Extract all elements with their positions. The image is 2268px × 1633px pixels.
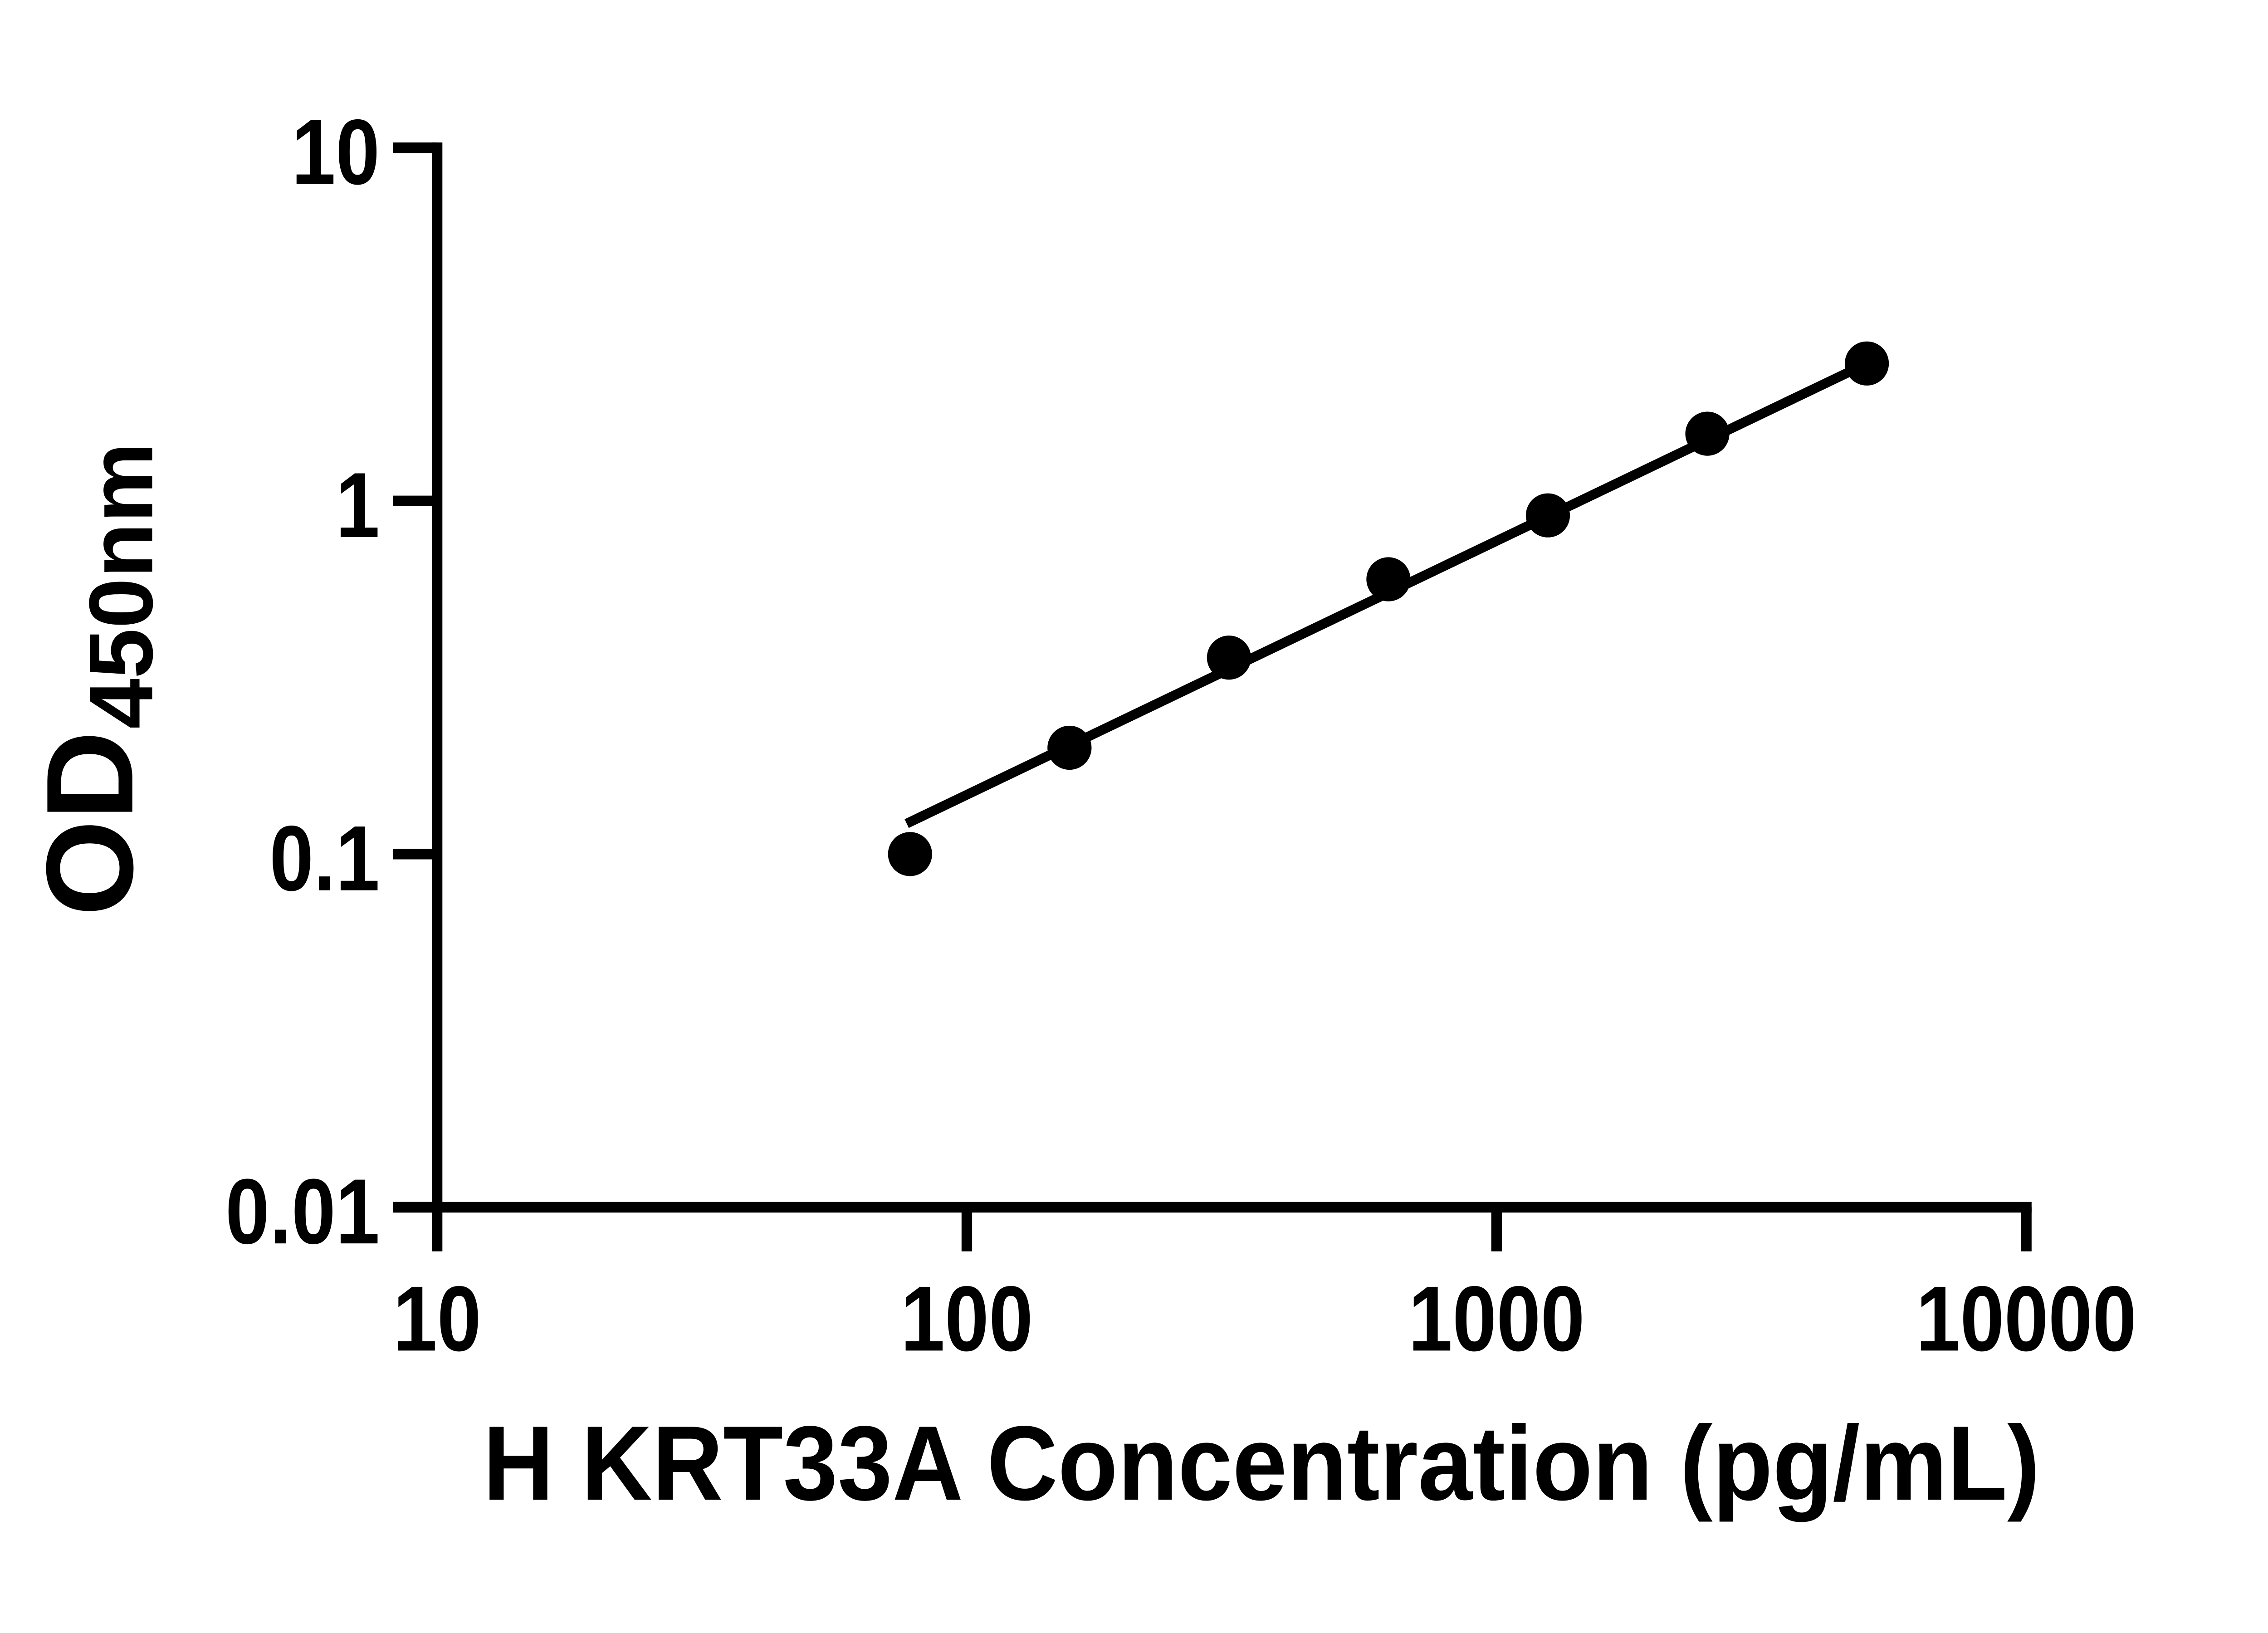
x-tick-label: 10000 [1916,1267,2136,1370]
data-point [1366,557,1411,601]
x-tick-label: 100 [901,1267,1033,1370]
y-tick-label: 10 [292,100,380,204]
data-point [1047,725,1092,770]
y-axis-title: OD 450nm [21,442,172,916]
elisa-standard-curve-figure: 10 100 1000 10000 10 1 0.1 0.01 H KRT33A Concen… [20,100,2137,1523]
data-point [1525,493,1570,538]
y-axis-title-subscript: 450nm [71,442,171,729]
axis-ticks [393,142,2032,1252]
data-point [1207,636,1251,680]
y-tick-label: 1 [336,454,380,557]
x-tick-label: 1000 [1408,1267,1585,1370]
data-point [1844,341,1889,386]
y-tick-label: 0.01 [225,1160,380,1263]
data-points [888,341,1889,876]
data-point [888,832,932,876]
x-tick-label: 10 [393,1267,481,1370]
data-point [1685,411,1730,456]
chart-canvas: 10 100 1000 10000 10 1 0.1 0.01 H KRT33A Concen… [20,100,2137,1523]
plot-area: 10 100 1000 10000 10 1 0.1 0.01 [225,100,2136,1370]
tick-labels: 10 100 1000 10000 10 1 0.1 0.01 [225,100,2136,1370]
axis-lines [393,142,2032,1213]
y-axis-title-main: OD [21,731,159,916]
x-axis-title: H KRT33A Concentration (pg/mL) [483,1404,2040,1522]
y-tick-label: 0.1 [269,807,380,910]
